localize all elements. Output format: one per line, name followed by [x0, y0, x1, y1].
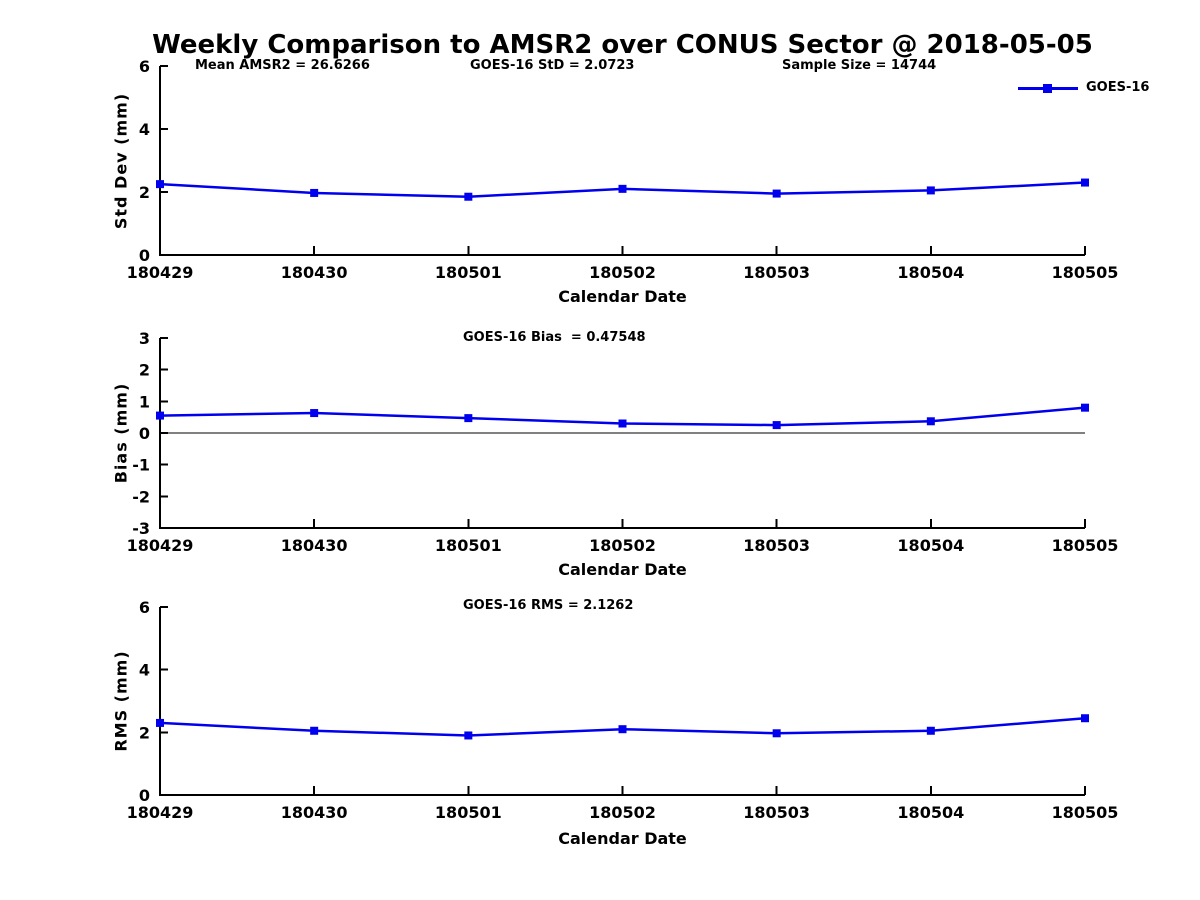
- x-tick-label: 180429: [127, 803, 194, 822]
- y-tick-label: 6: [139, 598, 150, 617]
- data-point-marker: [464, 731, 473, 740]
- y-tick-label: 2: [139, 723, 150, 742]
- data-point-marker: [1081, 714, 1089, 723]
- x-tick-label: 180503: [743, 803, 810, 822]
- data-point-marker: [156, 718, 164, 727]
- y-tick-label: 0: [139, 786, 150, 805]
- y-tick-label: 2: [139, 361, 150, 380]
- xlabel-bias: Calendar Date: [558, 560, 687, 579]
- data-point-marker: [156, 180, 164, 189]
- annotation-mean-amsr2: Mean AMSR2 = 26.6266: [195, 58, 370, 73]
- data-point-marker: [1081, 178, 1089, 187]
- x-tick-label: 180429: [127, 536, 194, 555]
- x-tick-label: 180430: [281, 536, 348, 555]
- data-point-marker: [926, 186, 935, 195]
- x-tick-label: 180429: [127, 263, 194, 282]
- data-point-marker: [310, 726, 319, 735]
- data-point-marker: [772, 189, 781, 198]
- y-tick-label: 1: [139, 392, 150, 411]
- data-point-marker: [926, 417, 935, 426]
- x-tick-label: 180504: [897, 536, 964, 555]
- x-tick-label: 180501: [435, 263, 502, 282]
- x-tick-label: 180504: [897, 263, 964, 282]
- x-tick-label: 180504: [897, 803, 964, 822]
- data-point-marker: [772, 729, 781, 738]
- y-tick-label: -2: [132, 487, 150, 506]
- data-point-marker: [618, 419, 627, 428]
- data-point-marker: [926, 726, 935, 735]
- x-tick-label: 180503: [743, 263, 810, 282]
- x-tick-label: 180502: [589, 263, 656, 282]
- data-point-marker: [156, 411, 164, 420]
- x-tick-label: 180501: [435, 536, 502, 555]
- x-tick-label: 180502: [589, 803, 656, 822]
- y-tick-label: 0: [139, 424, 150, 443]
- annotation-goes16-rms: GOES-16 RMS = 2.1262: [463, 598, 634, 613]
- annotation-goes16-std: GOES-16 StD = 2.0723: [470, 58, 635, 73]
- data-point-marker: [1081, 403, 1089, 412]
- x-tick-label: 180430: [281, 803, 348, 822]
- legend-square-marker-icon: [1043, 84, 1052, 93]
- annotation-goes16-bias: GOES-16 Bias = 0.47548: [463, 330, 646, 345]
- annotation-sample-size: Sample Size = 14744: [782, 58, 937, 73]
- data-point-marker: [310, 188, 319, 197]
- x-tick-label: 180505: [1052, 536, 1119, 555]
- legend-label: GOES-16: [1086, 80, 1150, 95]
- data-point-marker: [310, 409, 319, 418]
- x-tick-label: 180505: [1052, 803, 1119, 822]
- x-tick-label: 180505: [1052, 263, 1119, 282]
- y-tick-label: -1: [132, 456, 150, 475]
- y-tick-label: 3: [139, 329, 150, 348]
- x-tick-label: 180502: [589, 536, 656, 555]
- data-point-marker: [464, 192, 473, 201]
- xlabel-rms: Calendar Date: [558, 829, 687, 848]
- y-tick-label: -3: [132, 519, 150, 538]
- y-tick-label: 4: [139, 661, 150, 680]
- y-tick-label: 4: [139, 120, 150, 139]
- y-tick-label: 6: [139, 57, 150, 76]
- data-point-marker: [464, 414, 473, 423]
- data-point-marker: [772, 421, 781, 430]
- y-tick-label: 0: [139, 246, 150, 265]
- data-point-marker: [618, 725, 627, 734]
- data-point-marker: [618, 184, 627, 193]
- xlabel-stddev: Calendar Date: [558, 287, 687, 306]
- y-tick-label: 2: [139, 183, 150, 202]
- x-tick-label: 180430: [281, 263, 348, 282]
- x-tick-label: 180501: [435, 803, 502, 822]
- x-tick-label: 180503: [743, 536, 810, 555]
- chart-title: Weekly Comparison to AMSR2 over CONUS Se…: [152, 30, 1093, 60]
